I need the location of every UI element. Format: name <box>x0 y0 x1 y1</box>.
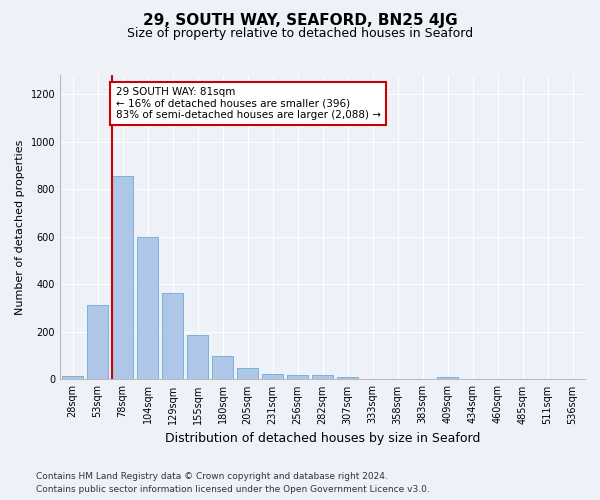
Bar <box>312 375 333 380</box>
Y-axis label: Number of detached properties: Number of detached properties <box>15 140 25 315</box>
Bar <box>262 374 283 380</box>
Text: 29, SOUTH WAY, SEAFORD, BN25 4JG: 29, SOUTH WAY, SEAFORD, BN25 4JG <box>143 12 457 28</box>
Bar <box>112 176 133 380</box>
Text: 29 SOUTH WAY: 81sqm
← 16% of detached houses are smaller (396)
83% of semi-detac: 29 SOUTH WAY: 81sqm ← 16% of detached ho… <box>116 87 380 120</box>
Text: Contains HM Land Registry data © Crown copyright and database right 2024.: Contains HM Land Registry data © Crown c… <box>36 472 388 481</box>
Text: Size of property relative to detached houses in Seaford: Size of property relative to detached ho… <box>127 28 473 40</box>
Bar <box>187 336 208 380</box>
Bar <box>137 236 158 380</box>
Bar <box>337 377 358 380</box>
Bar <box>87 304 108 380</box>
Bar <box>437 376 458 380</box>
Bar <box>212 356 233 380</box>
Text: Contains public sector information licensed under the Open Government Licence v3: Contains public sector information licen… <box>36 485 430 494</box>
Bar <box>162 292 183 380</box>
Bar <box>237 368 258 380</box>
X-axis label: Distribution of detached houses by size in Seaford: Distribution of detached houses by size … <box>165 432 480 445</box>
Bar <box>287 375 308 380</box>
Bar <box>62 376 83 380</box>
